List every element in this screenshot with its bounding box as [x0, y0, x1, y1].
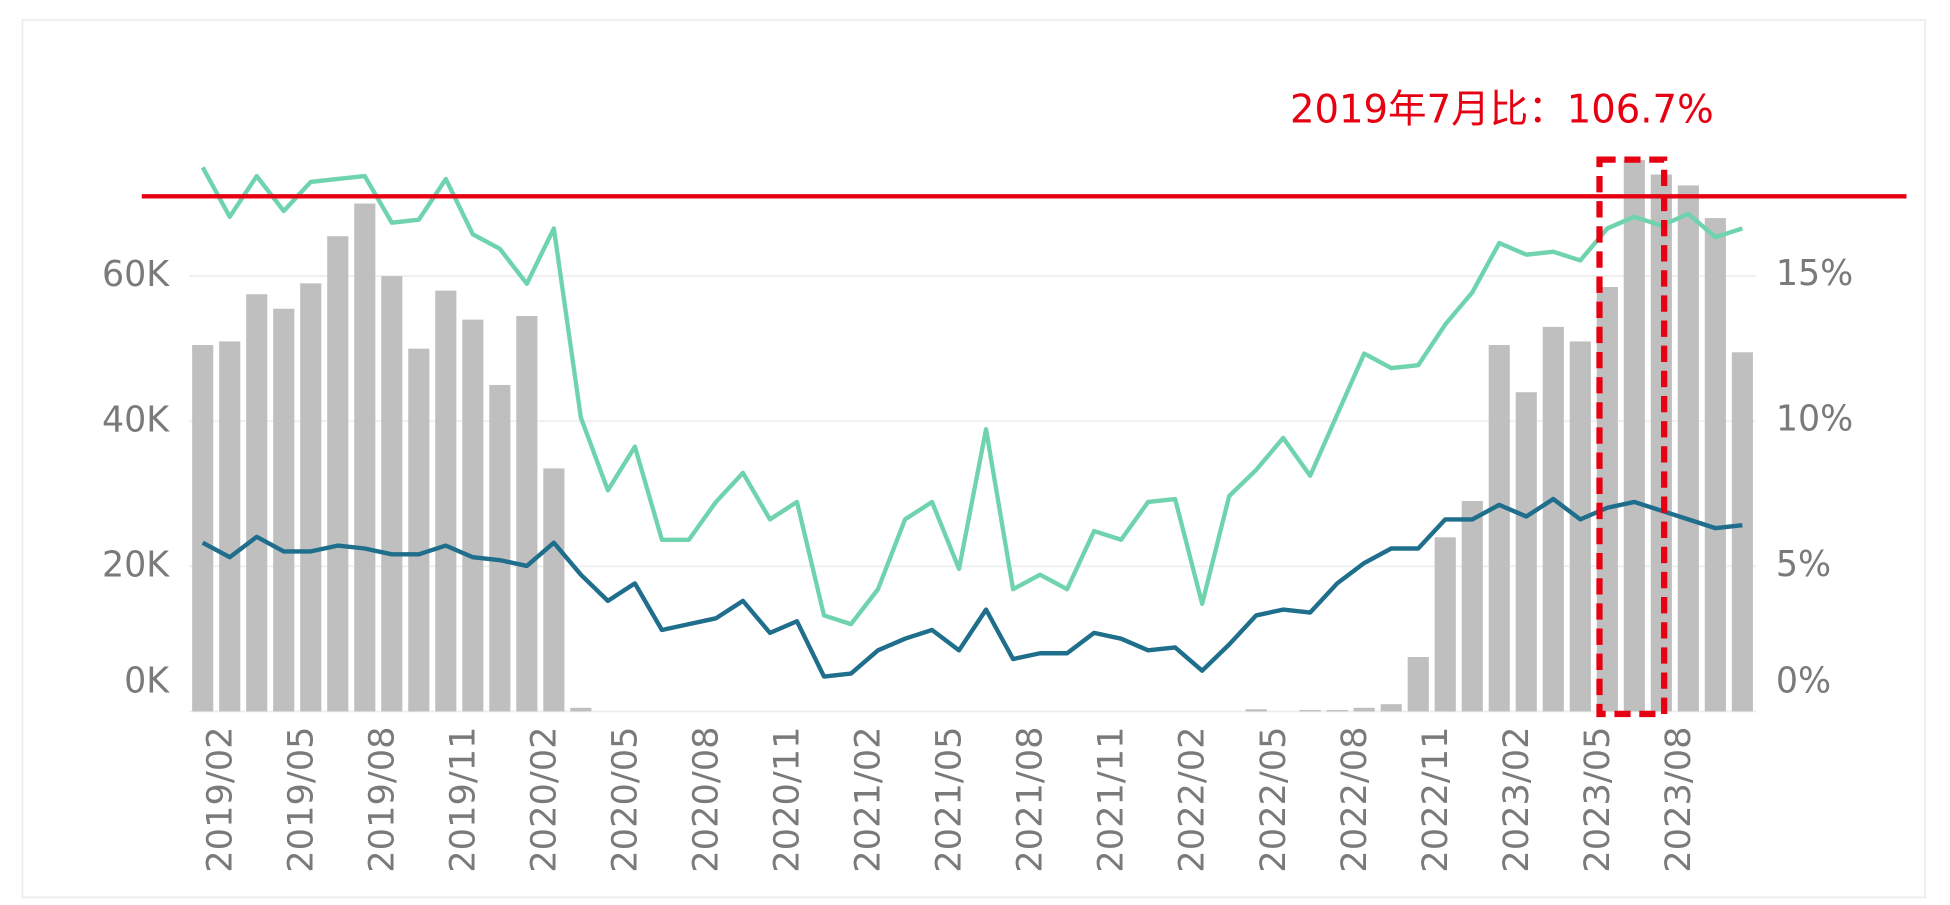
bar: [1245, 709, 1267, 712]
bar: [327, 236, 349, 712]
bar: [1569, 341, 1591, 712]
y2-tick-label: 15%: [1776, 254, 1853, 294]
x-tick-label: 2020/05: [606, 727, 646, 873]
bar: [1515, 392, 1537, 712]
x-tick-label: 2020/08: [687, 727, 727, 873]
bar: [1299, 709, 1321, 712]
highlight-box: [1596, 156, 1668, 718]
x-tick-label: 2021/11: [1092, 727, 1132, 873]
line: [201, 496, 1743, 679]
bar: [1461, 501, 1483, 712]
bar: [435, 290, 457, 712]
bar: [246, 294, 268, 712]
line: [200, 166, 1744, 627]
bar: [543, 468, 565, 712]
x-tick-label: 2023/08: [1659, 727, 1699, 873]
bar: [354, 203, 376, 712]
x-tick-label: 2021/08: [1011, 727, 1051, 873]
x-tick-label: 2022/08: [1335, 727, 1375, 873]
bar: [1677, 185, 1699, 712]
x-tick-label: 2022/02: [1173, 727, 1213, 873]
bar: [1353, 707, 1375, 712]
bar: [489, 384, 511, 712]
y-tick-label: 40K: [102, 400, 170, 440]
bar: [381, 276, 403, 712]
bar: [1542, 326, 1564, 712]
bar: [273, 308, 295, 712]
bar: [1326, 709, 1348, 712]
bar: [1488, 345, 1510, 712]
bar: [1407, 657, 1429, 712]
bar: [192, 345, 214, 712]
bar: [570, 707, 592, 712]
x-tick-label: 2021/02: [849, 727, 889, 873]
bar: [408, 348, 430, 712]
bar: [462, 319, 484, 712]
x-tick-label: 2020/02: [525, 727, 565, 873]
y2-tick-label: 5%: [1776, 545, 1831, 585]
x-tick-label: 2020/11: [768, 727, 808, 873]
y-tick-label: 60K: [102, 255, 170, 295]
bar: [1731, 352, 1753, 712]
bar: [1380, 704, 1402, 712]
annotation: 2019年7月比：106.7%: [1290, 87, 1714, 132]
bar: [516, 316, 538, 712]
bar: [219, 341, 241, 712]
x-tick-label: 2019/05: [282, 727, 322, 873]
bar: [1704, 218, 1726, 712]
y-tick-label: 0K: [124, 661, 170, 701]
bar: [1623, 160, 1645, 712]
x-tick-label: 2022/05: [1254, 727, 1294, 873]
y2-tick-label: 10%: [1776, 399, 1853, 439]
x-tick-label: 2023/02: [1497, 727, 1537, 873]
y-tick-label: 20K: [102, 545, 170, 585]
x-tick-label: 2021/05: [930, 727, 970, 873]
bar: [1434, 537, 1456, 712]
bar: [300, 283, 322, 712]
x-tick-label: 2023/05: [1578, 727, 1618, 873]
x-tick-label: 2022/11: [1416, 727, 1456, 873]
x-tick-label: 2019/08: [363, 727, 403, 873]
bar: [1596, 286, 1618, 712]
y2-tick-label: 0%: [1776, 661, 1831, 701]
x-tick-label: 2019/02: [200, 727, 240, 873]
x-tick-label: 2019/11: [444, 727, 484, 873]
